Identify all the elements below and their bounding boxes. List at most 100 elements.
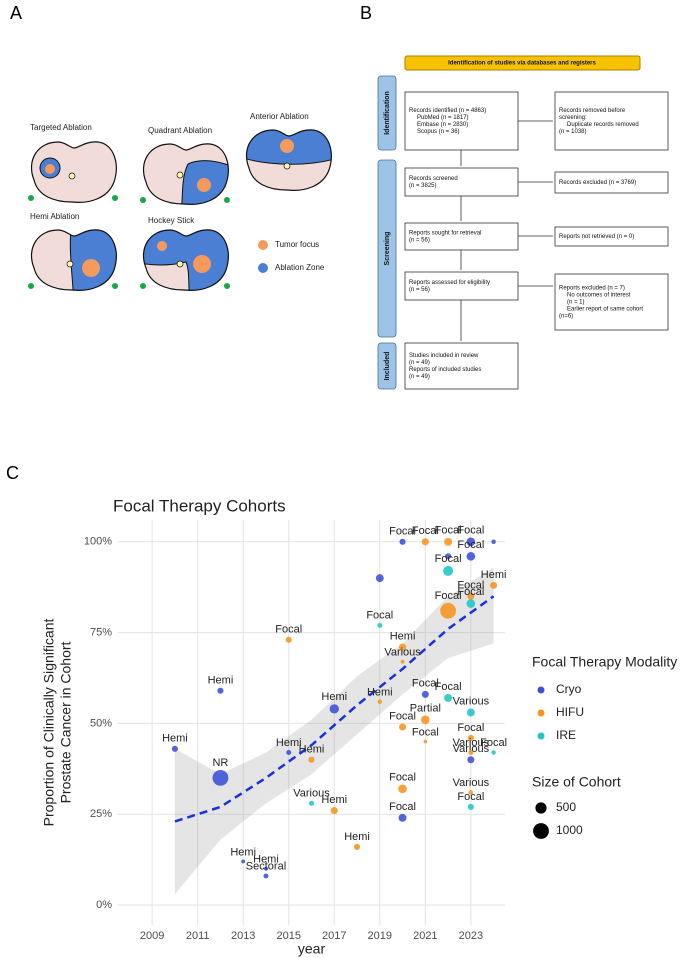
phase-box: [377, 75, 397, 151]
hemi-diagram: [28, 229, 118, 291]
prisma-flow: Identification of studies via databases …: [377, 55, 669, 390]
point-label: Focal: [435, 590, 462, 602]
point: [399, 643, 407, 651]
flow-text: (n = 49): [409, 360, 430, 366]
y-tick-label: 50%: [90, 717, 112, 729]
y-axis-title: Proportion of Clinically Significant: [41, 619, 57, 827]
flow-box: [554, 91, 669, 151]
legend-label: Cryo: [556, 682, 582, 696]
diagram-label: Targeted Ablation: [30, 123, 92, 132]
flow-text: (n = 49): [409, 374, 430, 380]
point-label: Focal: [435, 681, 462, 693]
point-label: Focal: [457, 791, 484, 803]
flow-text: Reports sought for retrieval: [409, 231, 481, 237]
point-label: Focal: [389, 801, 416, 813]
point-label: Focal: [457, 722, 484, 734]
point: [398, 813, 407, 822]
flow-text: (n = 56): [409, 287, 430, 293]
point: [285, 636, 292, 643]
point: [491, 539, 496, 545]
flow-box: [404, 222, 519, 251]
flow-box: [554, 226, 669, 247]
size-label: 500: [556, 800, 576, 814]
point-label: Hemi: [230, 846, 256, 858]
point-label: Focal: [275, 624, 302, 636]
legend-swatch: [258, 240, 268, 250]
chart-title: Focal Therapy Cohorts: [113, 496, 286, 515]
point: [330, 807, 338, 815]
point-label: Focal: [457, 586, 484, 598]
point-label: Focal: [457, 580, 484, 592]
point: [217, 687, 224, 694]
x-tick-label: 2009: [140, 930, 164, 942]
legend-label: IRE: [556, 728, 576, 742]
point-label: Focal: [435, 553, 462, 565]
anterior-diagram: [245, 129, 332, 191]
point-label: Sectoral: [246, 860, 286, 872]
point: [466, 537, 476, 547]
point-label: Focal: [480, 737, 507, 749]
point-label: Focal: [412, 525, 439, 537]
flow-text: (n = 1038): [559, 129, 587, 135]
point: [466, 708, 475, 717]
size-label: 1000: [556, 823, 583, 837]
diagram-label: Anterior Ablation: [250, 112, 309, 121]
diagram-label: Hemi Ablation: [30, 212, 79, 221]
point: [443, 565, 454, 576]
point-label: Focal: [366, 610, 393, 622]
flow-text: (n = 3825): [409, 183, 437, 189]
x-tick-label: 2013: [231, 930, 255, 942]
phase-label: Identification: [384, 91, 391, 135]
flow-text: Scopus (n = 36): [417, 129, 460, 135]
header-box: [404, 55, 641, 71]
point: [445, 553, 452, 560]
point: [399, 538, 406, 545]
diagram-label: Hockey Stick: [148, 216, 195, 225]
point: [444, 537, 453, 546]
point: [420, 715, 430, 725]
flow-text: Reports excluded (n = 7): [559, 286, 625, 292]
y-tick-label: 25%: [90, 808, 112, 820]
confidence-band: [174, 567, 494, 895]
point: [468, 790, 474, 795]
point-label: Various: [293, 788, 330, 800]
point-label: NR: [212, 757, 228, 769]
point-label: Hemi: [208, 675, 234, 687]
point: [353, 843, 361, 850]
y-tick-label: 100%: [84, 536, 112, 548]
point: [490, 581, 498, 589]
point: [467, 592, 475, 600]
x-tick-label: 2011: [186, 930, 210, 942]
point: [399, 723, 407, 731]
flow-text: Studies included in review: [409, 353, 479, 359]
flow-text: (n = 1): [567, 300, 585, 306]
point: [467, 734, 474, 741]
point-label: Hemi: [367, 686, 393, 698]
point-label: Hemi: [321, 794, 347, 806]
point-label: Hemi: [299, 744, 325, 756]
point: [423, 739, 428, 744]
y-axis-title: Prostate Cancer in Cohort: [58, 641, 74, 803]
targeted-diagram: [28, 141, 118, 203]
ablation-diagrams: Targeted Ablation Quadrant Ablation Ante…: [28, 112, 332, 291]
phase-box: [377, 159, 397, 338]
point-label: Various: [453, 743, 490, 755]
point: [212, 769, 229, 786]
flow-text: Reports not retrieved (n = 0): [559, 234, 634, 240]
phase-box: [377, 342, 397, 390]
x-tick-label: 2023: [459, 930, 483, 942]
legend-swatch: [537, 732, 545, 740]
point-label: Various: [384, 647, 421, 659]
point-label: Partial: [410, 702, 441, 714]
x-tick-label: 2017: [322, 930, 346, 942]
flow-box: [404, 167, 519, 197]
point-label: Focal: [412, 678, 439, 690]
point-label: Hemi: [276, 737, 302, 749]
x-tick-label: 2015: [276, 930, 300, 942]
point: [241, 859, 246, 864]
legend-swatch: [258, 263, 268, 273]
point-label: Focal: [457, 524, 484, 536]
diagram-label: Quadrant Ablation: [148, 126, 212, 135]
point: [329, 704, 339, 714]
